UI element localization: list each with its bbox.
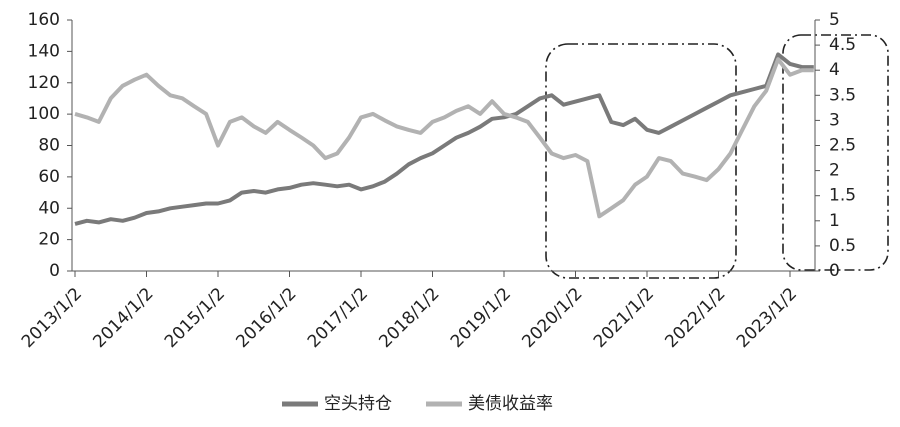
x-tick-label: 2013/1/2 [18,284,86,352]
y2-tick-label: 2.5 [829,136,856,156]
y-tick-label: 120 [28,73,60,93]
y2-tick-label: 4.5 [829,35,856,55]
y2-tick-label: 0 [829,261,840,281]
series-line [74,57,814,219]
x-tick-label: 2020/1/2 [518,284,586,352]
x-tick-label: 2017/1/2 [304,284,372,352]
y2-tick-label: 1 [829,211,840,231]
x-tick-label: 2022/1/2 [661,284,729,352]
y-tick-label: 100 [28,104,60,124]
x-tick-label: 2015/1/2 [161,284,229,352]
series-line [74,52,814,226]
y-tick-label: 160 [28,10,60,30]
y2-tick-label: 3 [829,110,840,130]
y-tick-label: 20 [38,230,60,250]
y2-tick-label: 2 [829,161,840,181]
y2-tick-label: 3.5 [829,85,856,105]
legend-label: 美债收益率 [468,394,553,414]
y-tick-label: 140 [28,41,60,61]
y-tick-label: 80 [38,136,60,156]
highlight-box [545,43,737,279]
highlight-box [782,34,889,271]
y2-tick-label: 4 [829,60,840,80]
y2-tick-label: 5 [829,10,840,30]
y-tick-label: 60 [38,167,60,187]
y2-tick-label: 0.5 [829,236,856,256]
x-tick-label: 2016/1/2 [232,284,300,352]
x-tick-label: 2023/1/2 [733,284,801,352]
x-tick-label: 2021/1/2 [590,284,658,352]
y-tick-label: 40 [38,198,60,218]
x-tick-label: 2019/1/2 [447,284,515,352]
y2-tick-label: 1.5 [829,186,856,206]
y-tick-label: 0 [49,261,60,281]
x-tick-label: 2014/1/2 [89,284,157,352]
x-tick-label: 2018/1/2 [375,284,443,352]
legend-label: 空头持仓 [324,394,392,414]
